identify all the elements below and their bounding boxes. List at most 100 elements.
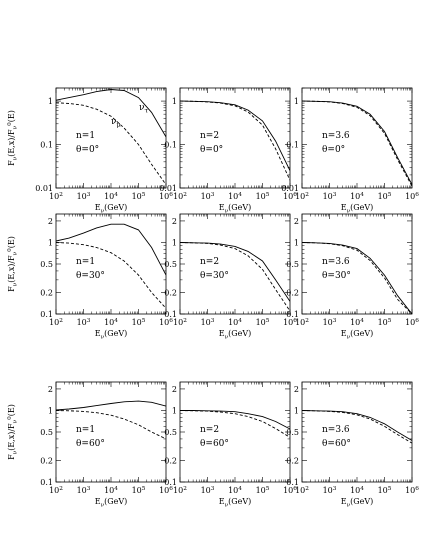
- y-tick-label: 0.5: [164, 260, 177, 269]
- y-tick-label: 2: [48, 385, 53, 394]
- y-tick-label: 1: [48, 238, 53, 247]
- panel-r1c1: 102​103​104​105​106​0.10.20.512n=2θ=30°E…: [164, 213, 297, 340]
- x-tick-label: 105​: [378, 486, 392, 495]
- x-tick-label: 106​: [283, 486, 297, 495]
- x-tick-label: 105​: [132, 486, 146, 495]
- x-tick-label: 105​: [256, 486, 270, 495]
- panel-annotation-n: n=2: [200, 131, 219, 141]
- x-tick-label: 102​: [295, 318, 309, 327]
- x-tick-label: 106​: [405, 486, 419, 495]
- x-axis-label: Eν​(GeV): [341, 203, 374, 214]
- y-tick-label: 1: [294, 406, 299, 415]
- x-axis-label: Eν​(GeV): [95, 497, 128, 508]
- x-tick-label: 105​: [256, 192, 270, 201]
- panel-r2c2: 102​103​104​105​106​0.10.20.512n=3.6θ=60…: [286, 381, 419, 508]
- x-tick-label: 102​: [295, 192, 309, 201]
- y-tick-label: 0.5: [40, 428, 53, 437]
- y-tick-label: 1: [48, 97, 53, 106]
- x-tick-label: 104​: [350, 192, 364, 201]
- x-axis-label: Eν​(GeV): [341, 329, 374, 340]
- y-tick-label: 0.01: [35, 184, 53, 193]
- x-tick-label: 106​: [159, 192, 173, 201]
- panel-r2c0: 102​ 103​ 104​ 105​ 106​ 0.1 0.2 0.5 1 2 n=1 θ=60° E…: [7, 381, 173, 508]
- y-tick-label: 0.1: [286, 141, 299, 150]
- y-tick-label: 1: [294, 238, 299, 247]
- x-tick-label: 102​: [49, 318, 63, 327]
- x-tick-label: 104​: [104, 192, 118, 201]
- panel-r0c1: 102​103​104​105​106​0.010.11n=2θ=0°Eν​(G…: [159, 87, 297, 214]
- panel-annotation-theta: θ=60°: [200, 439, 229, 449]
- series-dashed-line: [180, 242, 290, 312]
- y-tick-label: 0.01: [281, 184, 299, 193]
- x-axis-label: Eν​(GeV): [219, 203, 252, 214]
- y-tick-label: 0.2: [40, 456, 53, 465]
- x-tick-label: 105​: [378, 318, 392, 327]
- x-tick-label: 105​: [132, 192, 146, 201]
- y-tick-label: 0.5: [286, 260, 299, 269]
- x-tick-label: 106​: [283, 192, 297, 201]
- panel-annotation-theta: θ=30°: [322, 271, 351, 281]
- y-tick-label: 0.2: [286, 456, 299, 465]
- x-axis-label: Eν​(GeV): [95, 329, 128, 340]
- y-tick-label: 0.1: [286, 310, 299, 319]
- series-dashed-line: [56, 102, 166, 185]
- panel-annotation-n: n=2: [200, 257, 219, 267]
- panel-annotation-n: n=3.6: [322, 257, 350, 267]
- y-tick-label: 1: [48, 406, 53, 415]
- x-tick-label: 106​: [405, 318, 419, 327]
- panel-r1c0: 102​ 103​ 104​ 105​ 106​ 0.1 0.2 0.5 1 2 n=1 θ=30° E…: [7, 213, 173, 340]
- x-tick-label: 103​: [201, 192, 215, 201]
- curve-label-dashed: νμ​: [111, 117, 121, 129]
- series-solid-line: [302, 100, 412, 185]
- x-tick-label: 104​: [228, 192, 242, 201]
- x-tick-label: 105​: [378, 192, 392, 201]
- panel-frame: [55, 87, 167, 189]
- x-tick-label: 103​: [77, 318, 91, 327]
- panel-annotation-n: n=3.6: [322, 131, 350, 141]
- x-tick-label: 103​: [323, 318, 337, 327]
- y-tick-label: 2: [48, 217, 53, 226]
- x-axis-label: Eν​(GeV): [219, 329, 252, 340]
- x-tick-label: 104​: [228, 318, 242, 327]
- x-tick-label: 103​: [201, 486, 215, 495]
- y-axis-label: Fν​(E,x)/Fν​0​(E): [7, 236, 19, 292]
- panel-frame: [55, 381, 167, 483]
- x-tick-label: 105​: [256, 318, 270, 327]
- panel-r0c0: 102​ 103​ 104​ 105​ 106​ 0.01 0.1 1 n=1 θ=0° ντ​ νμ…: [7, 87, 173, 214]
- y-tick-label: 0.2: [164, 456, 177, 465]
- y-axis-label: Fν​(E,x)/Fν​0​(E): [7, 110, 19, 166]
- y-tick-label: 2: [294, 217, 299, 226]
- series-solid-line: [180, 100, 290, 171]
- x-tick-label: 106​: [405, 192, 419, 201]
- x-tick-label: 102​: [295, 486, 309, 495]
- y-tick-label: 2: [294, 385, 299, 394]
- x-axis-label: Eν​(GeV): [219, 497, 252, 508]
- panel-annotation-theta: θ=60°: [322, 439, 351, 449]
- x-tick-label: 104​: [104, 486, 118, 495]
- y-axis-label: Fν​(E,x)/Fν​0​(E): [7, 404, 19, 460]
- y-tick-label: 0.1: [164, 478, 177, 487]
- panel-annotation-theta: θ=0°: [322, 145, 345, 155]
- y-tick-label: 0.1: [164, 141, 177, 150]
- y-tick-label: 1: [172, 97, 177, 106]
- y-tick-label: 0.1: [40, 141, 53, 150]
- panel-annotation-n: n=2: [200, 425, 219, 435]
- x-axis-label: Eν​(GeV): [341, 497, 374, 508]
- series-dashed-line: [302, 242, 412, 314]
- y-tick-label: 1: [172, 406, 177, 415]
- x-tick-label: 103​: [77, 192, 91, 201]
- x-tick-label: 103​: [323, 486, 337, 495]
- x-tick-label: 102​: [173, 192, 187, 201]
- panel-annotation-theta: θ=60°: [76, 439, 105, 449]
- series-dashed-line: [302, 410, 412, 444]
- panel-frame: [301, 87, 413, 189]
- panel-r1c2: 102​103​104​105​106​0.10.20.512n=3.6θ=30…: [286, 213, 419, 340]
- panel-frame: [179, 213, 291, 315]
- series-dashed-line: [302, 100, 412, 187]
- x-tick-label: 104​: [228, 486, 242, 495]
- y-tick-label: 0.1: [40, 478, 53, 487]
- x-tick-label: 103​: [323, 192, 337, 201]
- panel-annotation-theta: θ=30°: [76, 271, 105, 281]
- panel-frame: [55, 213, 167, 315]
